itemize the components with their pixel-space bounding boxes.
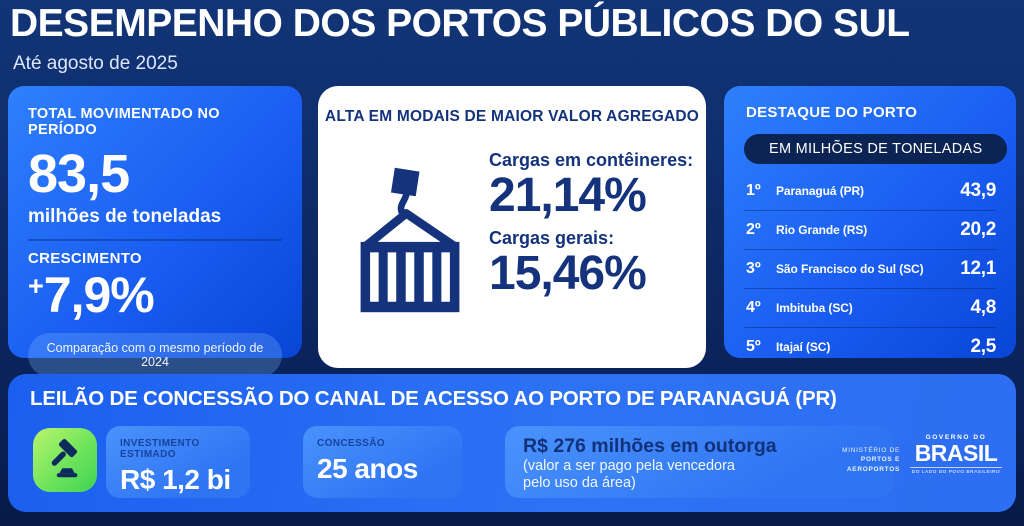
auction-title: LEILÃO DE CONCESSÃO DO CANAL DE ACESSO A… <box>30 387 837 410</box>
gavel-icon-box <box>33 428 97 492</box>
port-tonnage: 2,5 <box>970 336 996 357</box>
investment-label: INVESTIMENTO ESTIMADO <box>120 438 200 460</box>
divider <box>28 239 282 241</box>
port-tonnage: 4,8 <box>970 297 996 318</box>
growth-value: +7,9% <box>28 270 282 320</box>
total-moved-title: TOTAL MOVIMENTADO NO PERÍODO <box>28 106 220 138</box>
page-title: DESEMPENHO DOS PORTOS PÚBLICOS DO SUL <box>10 2 910 45</box>
port-tonnage: 20,2 <box>960 219 996 240</box>
general-cargo-label: Cargas gerais: <box>489 227 615 248</box>
port-ranking-panel: DESTAQUE DO PORTO EM MILHÕES DE TONELADA… <box>724 86 1016 358</box>
growth-title: CRESCIMENTO <box>28 250 142 267</box>
gov-top-label: GOVERNO DO <box>925 434 987 441</box>
container-crane-icon <box>360 167 460 313</box>
high-value-cargo-title: ALTA EM MODAIS DE MAIOR VALOR AGREGADO <box>324 108 700 125</box>
ranking-row: 2º Rio Grande (RS) 20,2 <box>744 210 996 249</box>
port-name: Rio Grande (RS) <box>776 223 868 237</box>
ranking-row: 1º Paranaguá (PR) 43,9 <box>744 172 996 210</box>
tonnage-unit-badge: EM MILHÕES DE TONELADAS <box>744 134 1008 164</box>
container-cargo-value: 21,14% <box>489 169 647 222</box>
gavel-icon <box>51 438 78 478</box>
ranking-row: 4º Imbituba (SC) 4,8 <box>744 288 996 327</box>
port-ranking-title: DESTAQUE DO PORTO <box>746 104 918 121</box>
grant-subtitle-line2: pelo uso da área) <box>523 475 636 492</box>
investment-card: INVESTIMENTO ESTIMADO R$ 1,2 bi <box>106 426 250 498</box>
port-tonnage: 12,1 <box>960 258 996 279</box>
port-name: São Francisco do Sul (SC) <box>776 262 924 276</box>
grant-subtitle-line1: (valor a ser pago pela vencedora <box>523 458 735 474</box>
high-value-cargo-card: ALTA EM MODAIS DE MAIOR VALOR AGREGADO <box>318 86 706 368</box>
rank-number: 4º <box>746 299 761 316</box>
container-cargo-label: Cargas em contêineres: <box>489 150 694 170</box>
high-value-cargo-body: Cargas em contêineres: 21,14% Cargas ger… <box>318 126 706 316</box>
comparison-note: Comparação com o mesmo período de 2024 <box>28 333 282 377</box>
rank-number: 5º <box>746 338 761 355</box>
ranking-row: 5º Itajaí (SC) 2,5 <box>744 327 996 366</box>
total-moved-panel: TOTAL MOVIMENTADO NO PERÍODO 83,5 milhõe… <box>8 86 302 377</box>
grant-title: R$ 276 milhões em outorga <box>523 435 777 457</box>
cargo-stats-column: Cargas em contêineres: 21,14% Cargas ger… <box>489 150 693 306</box>
concession-label: CONCESSÃO <box>317 438 386 449</box>
ministry-line1: MINISTÉRIO DE <box>842 447 900 454</box>
rank-number: 1º <box>746 182 761 199</box>
ranking-row: 3º São Francisco do Sul (SC) 12,1 <box>744 249 996 288</box>
ranking-rows: 1º Paranaguá (PR) 43,9 2º Rio Grande (RS… <box>744 172 996 366</box>
port-name: Imbituba (SC) <box>776 301 853 315</box>
growth-percent: 7,9% <box>43 267 155 323</box>
total-moved-value: 83,5 <box>28 144 130 204</box>
concession-value: 25 anos <box>317 453 418 484</box>
grant-card: R$ 276 milhões em outorga (valor a ser p… <box>505 426 893 498</box>
ministry-logo: MINISTÉRIO DE PORTOS E AEROPORTOS <box>824 446 900 474</box>
concession-card: CONCESSÃO 25 anos <box>303 426 462 498</box>
gov-brasil-wordmark: BRASIL <box>914 440 998 466</box>
port-name: Paranaguá (PR) <box>776 184 864 198</box>
general-cargo-value: 15,46% <box>489 246 647 300</box>
port-name: Itajaí (SC) <box>776 340 831 354</box>
port-tonnage: 43,9 <box>960 180 996 201</box>
rank-number: 2º <box>746 221 761 238</box>
plus-sign: + <box>28 271 44 301</box>
total-moved-unit: milhões de toneladas <box>28 206 222 227</box>
rank-number: 3º <box>746 260 761 277</box>
government-brasil-logo: GOVERNO DO BRASIL DO LADO DO POVO BRASIL… <box>910 434 1002 475</box>
page-subtitle: Até agosto de 2025 <box>13 53 178 74</box>
gov-tagline: DO LADO DO POVO BRASILEIRO <box>910 467 1002 475</box>
ministry-line3: AEROPORTOS <box>846 465 900 473</box>
ministry-line2: PORTOS E <box>860 456 900 464</box>
investment-value: R$ 1,2 bi <box>120 464 231 495</box>
auction-panel: LEILÃO DE CONCESSÃO DO CANAL DE ACESSO A… <box>8 374 1016 512</box>
